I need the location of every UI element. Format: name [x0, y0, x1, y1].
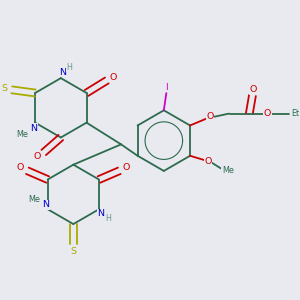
Text: O: O [122, 163, 130, 172]
Text: N: N [43, 200, 50, 209]
Text: Et: Et [291, 109, 299, 118]
Text: S: S [70, 247, 76, 256]
Text: Me: Me [28, 195, 40, 204]
Text: Me: Me [16, 130, 28, 139]
Text: O: O [264, 109, 271, 118]
Text: O: O [249, 85, 257, 94]
Text: O: O [16, 163, 24, 172]
Text: I: I [166, 83, 168, 92]
Text: H: H [105, 214, 111, 223]
Text: N: N [59, 68, 66, 77]
Text: O: O [33, 152, 40, 161]
Text: O: O [110, 73, 117, 82]
Text: H: H [67, 63, 73, 72]
Text: S: S [1, 84, 7, 93]
Text: O: O [205, 157, 212, 166]
Text: N: N [97, 209, 104, 218]
Text: N: N [30, 124, 37, 133]
Text: Me: Me [222, 166, 234, 175]
Text: O: O [206, 112, 213, 121]
